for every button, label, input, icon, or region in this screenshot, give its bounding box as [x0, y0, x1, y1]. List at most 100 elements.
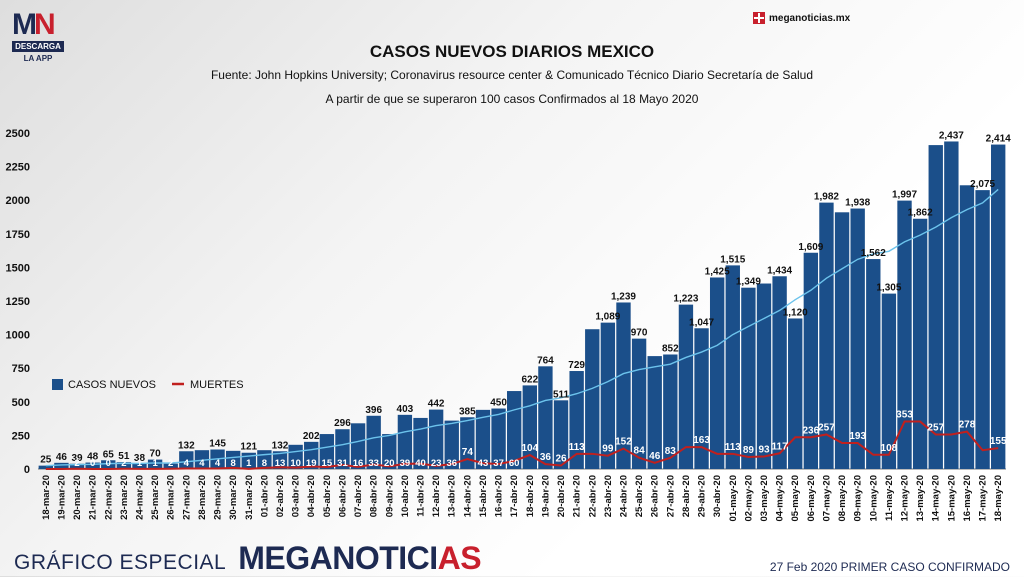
case-bar — [975, 190, 990, 469]
inner-value-label: 31 — [337, 458, 348, 469]
case-bar — [397, 414, 413, 469]
case-value-label: 65 — [103, 449, 115, 460]
inner-value-label: 36 — [446, 458, 457, 469]
case-bar — [475, 409, 491, 469]
case-bar — [788, 318, 803, 469]
case-value-label: 1,609 — [798, 242, 823, 253]
case-bar — [553, 400, 569, 469]
inner-value-label: 0 — [106, 458, 111, 469]
case-value-label: 2,075 — [970, 179, 995, 190]
case-value-label: 1,862 — [908, 208, 933, 219]
case-bar — [225, 450, 241, 469]
mn-logo[interactable]: MN DESCARGA LA APP — [12, 10, 64, 63]
death-value-label: 152 — [615, 437, 632, 448]
case-bar — [647, 356, 662, 469]
first-case-note: 27 Feb 2020 PRIMER CASO CONFIRMADO — [769, 560, 1010, 574]
case-bar — [772, 276, 787, 469]
x-tick-label: 25-mar-20 — [150, 475, 161, 520]
y-tick-label: 1500 — [6, 262, 30, 274]
x-tick-label: 21-mar-20 — [88, 475, 99, 520]
inner-value-label: 20 — [384, 458, 395, 469]
case-value-label: 1,047 — [689, 317, 714, 328]
case-bar — [350, 423, 366, 469]
x-tick-label: 14-may-20 — [931, 475, 942, 521]
case-value-label: 1,089 — [595, 312, 620, 323]
death-value-label: 26 — [555, 454, 567, 465]
case-bar — [694, 328, 709, 469]
inner-value-label: 4 — [215, 458, 221, 469]
case-bar — [928, 145, 943, 469]
case-bar — [179, 451, 194, 469]
x-tick-label: 16-abr-20 — [494, 475, 505, 517]
case-bar — [54, 462, 69, 469]
x-tick-label: 24-mar-20 — [134, 475, 145, 520]
x-tick-label: 15-may-20 — [946, 475, 957, 521]
x-tick-label: 20-mar-20 — [72, 475, 83, 520]
case-bar — [444, 420, 459, 469]
x-tick-label: 23-abr-20 — [603, 475, 614, 517]
inner-value-label: 1 — [246, 458, 252, 469]
inner-value-label: 13 — [275, 458, 286, 469]
death-value-label: 36 — [540, 452, 552, 463]
mn-logo-letters: MN — [12, 8, 56, 41]
inner-value-label: 39 — [400, 458, 411, 469]
case-bar — [366, 415, 381, 469]
special-label: GRÁFICO ESPECIAL — [14, 551, 227, 574]
case-bar — [631, 338, 647, 469]
case-value-label: 1,982 — [814, 192, 839, 203]
inner-value-label: 19 — [306, 458, 317, 469]
case-bar — [819, 202, 834, 469]
site-link[interactable]: meganoticias.mx — [753, 12, 850, 24]
case-value-label: 403 — [397, 404, 414, 415]
death-value-label: 83 — [665, 446, 677, 457]
death-value-label: 257 — [927, 422, 944, 433]
x-tick-label: 13-may-20 — [915, 475, 926, 521]
x-tick-label: 12-abr-20 — [431, 475, 442, 517]
y-tick-label: 1250 — [6, 296, 30, 308]
x-tick-label: 17-abr-20 — [509, 475, 520, 517]
case-value-label: 1,425 — [705, 266, 730, 277]
case-value-label: 121 — [240, 442, 257, 453]
case-value-label: 1,997 — [892, 190, 917, 201]
x-tick-label: 09-abr-20 — [384, 475, 395, 517]
inner-value-label: 1 — [137, 458, 143, 469]
case-bar — [382, 434, 397, 469]
case-bar — [38, 465, 53, 469]
x-tick-label: 07-abr-20 — [353, 475, 364, 517]
x-tick-label: 11-abr-20 — [416, 475, 427, 517]
x-tick-label: 16-may-20 — [962, 475, 973, 521]
case-bar — [600, 322, 616, 469]
x-tick-label: 12-may-20 — [900, 475, 911, 521]
legend-deaths-label: MUERTES — [190, 379, 244, 391]
case-bar — [959, 185, 975, 469]
inner-value-label: 2 — [74, 458, 79, 469]
x-tick-label: 26-mar-20 — [166, 475, 177, 520]
x-tick-label: 23-mar-20 — [119, 475, 130, 520]
inner-value-label: 23 — [431, 458, 442, 469]
footer-brand: GRÁFICO ESPECIAL MEGANOTICIAS — [14, 540, 482, 577]
y-tick-label: 1750 — [6, 229, 30, 241]
y-tick-label: 750 — [12, 363, 30, 375]
death-value-label: 113 — [725, 442, 742, 453]
y-tick-label: 2500 — [6, 128, 30, 140]
x-tick-label: 09-may-20 — [853, 475, 864, 521]
case-value-label: 2,414 — [986, 134, 1011, 145]
case-value-label: 145 — [209, 439, 226, 450]
x-tick-label: 29-abr-20 — [697, 475, 708, 517]
chart-source: Fuente: John Hopkins University; Coronav… — [210, 68, 814, 82]
chart-note: A partir de que se superaron 100 casos C… — [325, 92, 699, 106]
case-bar — [897, 200, 912, 469]
case-bar — [741, 287, 756, 469]
x-tick-label: 27-abr-20 — [665, 475, 676, 517]
inner-value-label: 40 — [415, 458, 426, 469]
x-tick-label: 06-abr-20 — [337, 475, 348, 517]
x-tick-label: 08-abr-20 — [369, 475, 380, 517]
case-bar — [585, 329, 600, 469]
case-value-label: 1,120 — [783, 307, 808, 318]
x-tick-label: 21-abr-20 — [572, 475, 583, 517]
x-tick-label: 25-abr-20 — [634, 475, 645, 517]
death-value-label: 193 — [849, 431, 866, 442]
case-value-label: 46 — [56, 452, 68, 463]
legend-cases-swatch — [52, 379, 63, 390]
case-bar — [912, 218, 928, 469]
